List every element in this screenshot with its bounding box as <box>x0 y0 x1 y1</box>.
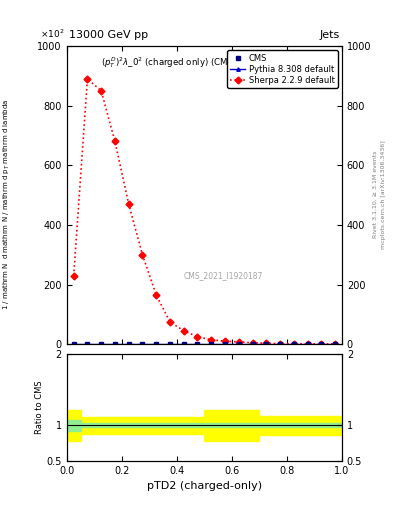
Pythia 8.308 default <box>140 340 145 347</box>
Pythia 8.308 default <box>250 340 255 347</box>
Y-axis label: Ratio to CMS: Ratio to CMS <box>35 381 44 434</box>
Line: Sherpa 2.2.9 default: Sherpa 2.2.9 default <box>71 76 338 346</box>
Sherpa 2.2.9 default <box>209 337 214 343</box>
Line: CMS: CMS <box>71 341 338 346</box>
Sherpa 2.2.9 default <box>168 319 173 325</box>
CMS <box>222 340 227 347</box>
Pythia 8.308 default <box>209 340 214 347</box>
Pythia 8.308 default <box>99 340 104 347</box>
CMS <box>209 340 214 347</box>
Pythia 8.308 default <box>168 340 173 347</box>
Text: $\times10^2$: $\times10^2$ <box>40 28 64 40</box>
CMS <box>237 340 241 347</box>
Pythia 8.308 default <box>85 340 90 347</box>
Pythia 8.308 default <box>222 340 227 347</box>
CMS <box>72 340 76 347</box>
Pythia 8.308 default <box>237 340 241 347</box>
Text: Jets: Jets <box>320 30 340 40</box>
Text: 1 / mathrm N  d mathrm N / mathrm d p$_T$ mathrm d lambda: 1 / mathrm N d mathrm N / mathrm d p$_T$… <box>2 99 12 310</box>
Pythia 8.308 default <box>113 340 118 347</box>
Sherpa 2.2.9 default <box>195 334 200 340</box>
Sherpa 2.2.9 default <box>305 341 310 347</box>
Line: Pythia 8.308 default: Pythia 8.308 default <box>72 342 337 346</box>
Sherpa 2.2.9 default <box>278 340 283 347</box>
CMS <box>99 340 104 347</box>
Text: CMS_2021_I1920187: CMS_2021_I1920187 <box>184 272 263 281</box>
CMS <box>127 340 131 347</box>
Sherpa 2.2.9 default <box>237 339 241 345</box>
Sherpa 2.2.9 default <box>182 328 186 334</box>
Sherpa 2.2.9 default <box>292 340 296 347</box>
CMS <box>264 340 269 347</box>
CMS <box>154 340 159 347</box>
Sherpa 2.2.9 default <box>154 292 159 298</box>
Sherpa 2.2.9 default <box>85 76 90 82</box>
Sherpa 2.2.9 default <box>99 88 104 94</box>
Text: Rivet 3.1.10, ≥ 3.1M events: Rivet 3.1.10, ≥ 3.1M events <box>373 151 378 238</box>
CMS <box>319 340 324 347</box>
CMS <box>168 340 173 347</box>
Sherpa 2.2.9 default <box>72 272 76 279</box>
Sherpa 2.2.9 default <box>250 339 255 346</box>
CMS <box>278 340 283 347</box>
Pythia 8.308 default <box>333 340 338 347</box>
Pythia 8.308 default <box>264 340 269 347</box>
Pythia 8.308 default <box>319 340 324 347</box>
CMS <box>195 340 200 347</box>
CMS <box>182 340 186 347</box>
Legend: CMS, Pythia 8.308 default, Sherpa 2.2.9 default: CMS, Pythia 8.308 default, Sherpa 2.2.9 … <box>227 50 338 88</box>
Pythia 8.308 default <box>278 340 283 347</box>
Pythia 8.308 default <box>305 340 310 347</box>
Pythia 8.308 default <box>182 340 186 347</box>
CMS <box>333 340 338 347</box>
X-axis label: pTD2 (charged-only): pTD2 (charged-only) <box>147 481 262 491</box>
Pythia 8.308 default <box>154 340 159 347</box>
CMS <box>140 340 145 347</box>
CMS <box>113 340 118 347</box>
CMS <box>305 340 310 347</box>
Sherpa 2.2.9 default <box>333 341 338 347</box>
Sherpa 2.2.9 default <box>222 338 227 344</box>
Sherpa 2.2.9 default <box>113 138 118 144</box>
Text: 13000 GeV pp: 13000 GeV pp <box>69 30 148 40</box>
Sherpa 2.2.9 default <box>264 340 269 347</box>
Sherpa 2.2.9 default <box>319 341 324 347</box>
Sherpa 2.2.9 default <box>140 252 145 258</box>
CMS <box>292 340 296 347</box>
CMS <box>250 340 255 347</box>
Pythia 8.308 default <box>292 340 296 347</box>
Sherpa 2.2.9 default <box>127 201 131 207</box>
Text: mcplots.cern.ch [arXiv:1306.3436]: mcplots.cern.ch [arXiv:1306.3436] <box>381 140 386 249</box>
Pythia 8.308 default <box>195 340 200 347</box>
CMS <box>85 340 90 347</box>
Text: $(p_T^D)^2\lambda\_0^2$ (charged only) (CMS jet substructure): $(p_T^D)^2\lambda\_0^2$ (charged only) (… <box>101 55 308 70</box>
Pythia 8.308 default <box>72 340 76 347</box>
Pythia 8.308 default <box>127 340 131 347</box>
